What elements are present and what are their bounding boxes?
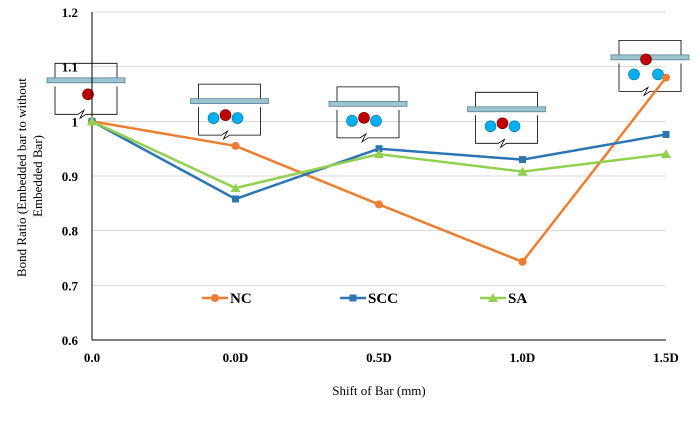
legend-label-nc: NC xyxy=(230,291,252,307)
x-tick-label: 0.0 xyxy=(84,350,100,365)
inset-outline-bottom xyxy=(618,63,682,97)
embedded-bar xyxy=(219,109,232,121)
data-point-scc xyxy=(519,156,526,164)
embedded-bar xyxy=(496,117,509,130)
data-point-nc xyxy=(662,73,670,82)
inset-outline-bottom xyxy=(54,86,118,120)
reinforcing-bar-right xyxy=(231,112,244,124)
gridlines xyxy=(92,11,666,286)
cross-section-inset xyxy=(190,83,269,141)
inset-outline-top xyxy=(336,86,400,104)
legend-marker-nc xyxy=(211,294,219,302)
reinforcing-bar-left xyxy=(207,112,220,124)
x-tick-label: 0.0D xyxy=(223,350,249,365)
inset-outline-bottom xyxy=(336,109,400,144)
inset-outline-bottom xyxy=(198,107,261,141)
legend-marker-scc xyxy=(349,294,357,302)
data-point-sa xyxy=(374,149,384,159)
y-tick-label: 0.9 xyxy=(62,169,79,184)
data-point-scc xyxy=(232,195,239,203)
reinforcing-bar-left xyxy=(628,68,640,81)
legend-label-sa: SA xyxy=(508,291,527,307)
embedded-bar xyxy=(82,88,94,101)
reinforcing-bar-right xyxy=(652,68,664,81)
x-axis-title: Shift of Bar (mm) xyxy=(332,383,426,398)
x-tick-label: 0.5D xyxy=(366,350,392,365)
y-axis-title-line-1: Bond Ratio (Embedded bar to without xyxy=(14,78,29,277)
inset-outline-top xyxy=(198,83,261,102)
inset-plate xyxy=(467,106,546,113)
data-point-nc xyxy=(375,200,383,209)
inset-outline-bottom xyxy=(475,115,538,149)
cross-section-insets xyxy=(46,39,690,149)
data-point-sa xyxy=(661,149,671,159)
inset-outline-top xyxy=(475,91,538,110)
inset-plate xyxy=(190,98,269,104)
data-point-scc xyxy=(662,130,670,138)
legend: NC SCC SA xyxy=(202,291,527,307)
legend-marker-sa xyxy=(488,293,498,302)
legend-label-scc: SCC xyxy=(368,291,398,307)
cross-section-inset xyxy=(328,86,408,144)
y-tick-label: 1.2 xyxy=(62,5,78,20)
axes xyxy=(91,12,666,341)
data-point-nc xyxy=(518,257,527,266)
embedded-bar xyxy=(640,53,652,66)
x-tick-label: 1.0D xyxy=(510,350,536,365)
reinforcing-bar-right xyxy=(508,120,521,133)
data-point-nc xyxy=(231,141,240,150)
y-axis-title-line-2: Embedded Bar) xyxy=(30,135,45,217)
cross-section-inset xyxy=(467,91,546,149)
y-tick-label: 1.1 xyxy=(62,60,78,75)
inset-outline-top xyxy=(618,39,682,58)
y-tick-label: 1 xyxy=(72,114,79,129)
reinforcing-bar-left xyxy=(346,115,358,127)
cross-section-inset xyxy=(610,39,690,97)
data-point-sa xyxy=(230,183,241,193)
data-point-scc xyxy=(375,145,383,153)
reinforcing-bar-left xyxy=(484,120,497,133)
y-tick-labels: 0.6 0.7 0.8 0.9 1 1.1 1.2 xyxy=(62,5,79,348)
data-point-sa xyxy=(517,166,528,176)
embedded-bar xyxy=(358,112,370,124)
x-tick-label: 1.5D xyxy=(653,350,679,365)
y-axis-title: Bond Ratio (Embedded bar to without Embe… xyxy=(14,75,45,277)
cross-section-inset xyxy=(46,62,126,120)
reinforcing-bar-right xyxy=(370,115,382,127)
inset-plate xyxy=(46,77,126,84)
data-point-sa xyxy=(87,116,97,126)
inset-plate xyxy=(328,100,408,107)
y-tick-label: 0.6 xyxy=(62,333,79,348)
series-lines xyxy=(87,73,671,266)
y-tick-label: 0.7 xyxy=(62,278,79,293)
y-tick-label: 0.8 xyxy=(62,224,79,239)
x-tick-labels: 0.0 0.0D 0.5D 1.0D 1.5D xyxy=(84,350,679,365)
inset-outline-top xyxy=(54,62,118,81)
